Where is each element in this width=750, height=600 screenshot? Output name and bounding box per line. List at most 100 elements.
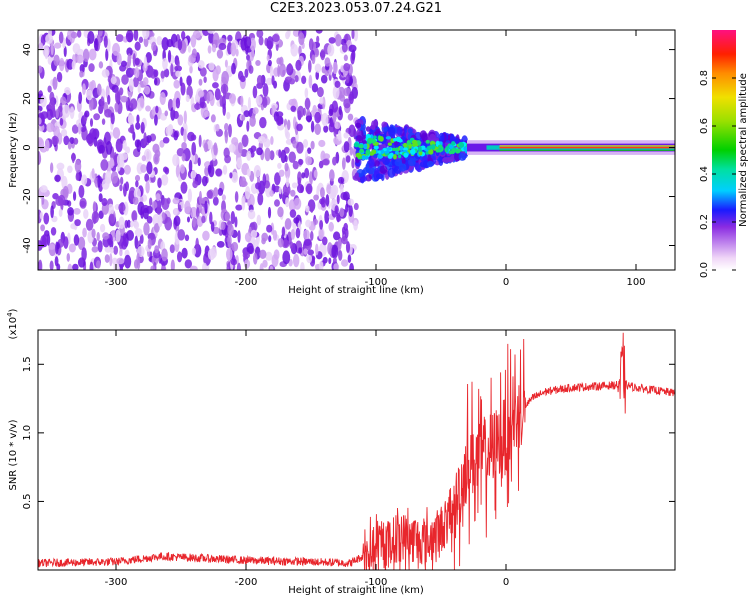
noise-blob (250, 229, 258, 239)
noise-blob (278, 169, 285, 177)
noise-blob (46, 108, 54, 121)
noise-blob (73, 234, 80, 246)
spectrogram-x-tick-label: -100 (365, 277, 388, 288)
signal-blob (355, 122, 362, 129)
signal-blob (454, 138, 460, 144)
noise-blob (82, 227, 87, 238)
signal-core-blob (365, 155, 369, 160)
noise-blob (58, 31, 64, 44)
noise-blob (88, 81, 94, 92)
noise-blob (242, 251, 251, 259)
noise-blob (172, 197, 180, 205)
noise-blob (63, 236, 69, 249)
noise-blob (45, 33, 54, 45)
noise-blob (342, 191, 350, 201)
noise-blob (159, 139, 165, 148)
noise-blob (60, 128, 68, 137)
noise-blob (348, 44, 357, 53)
noise-blob (88, 48, 97, 61)
noise-blob (119, 64, 127, 72)
noise-blob (304, 87, 309, 99)
noise-blob (120, 95, 128, 103)
noise-blob (316, 35, 320, 43)
noise-blob (251, 221, 258, 232)
noise-blob (341, 157, 346, 170)
noise-blob (325, 194, 330, 207)
noise-blob (236, 262, 242, 270)
noise-blob (156, 205, 162, 216)
noise-blob (282, 183, 291, 196)
noise-blob (319, 96, 324, 105)
noise-blob (136, 139, 142, 153)
noise-blob (143, 207, 149, 220)
noise-blob (62, 104, 71, 118)
noise-blob (38, 259, 43, 270)
noise-blob (38, 151, 41, 165)
noise-blob (209, 211, 213, 225)
noise-blob (207, 248, 216, 261)
signal-blob (381, 121, 388, 128)
noise-blob (180, 126, 185, 136)
noise-blob (176, 59, 180, 68)
noise-blob (298, 45, 302, 56)
signal-core-blob (403, 142, 408, 148)
noise-blob (258, 36, 264, 46)
noise-blob (125, 30, 134, 43)
noise-blob (315, 70, 320, 81)
signal-core-blob (355, 152, 362, 158)
noise-blob (262, 173, 267, 187)
signal-blob (378, 144, 384, 151)
noise-blob (216, 241, 225, 248)
noise-blob (136, 253, 140, 266)
noise-blob (77, 236, 86, 251)
noise-blob (89, 118, 94, 127)
noise-blob (230, 258, 237, 266)
noise-blob (107, 94, 111, 105)
noise-blob (332, 156, 337, 166)
noise-blob (82, 83, 86, 95)
noise-blob (243, 110, 250, 118)
noise-blob (104, 171, 113, 185)
noise-blob (298, 247, 303, 254)
noise-blob (148, 197, 153, 206)
noise-blob (224, 59, 228, 68)
noise-blob (337, 238, 342, 251)
noise-blob (123, 164, 131, 175)
noise-blob (345, 155, 351, 163)
noise-blob (100, 159, 109, 171)
noise-blob (201, 206, 206, 218)
noise-blob (292, 253, 300, 268)
noise-blob (49, 162, 54, 174)
noise-blob (289, 241, 294, 249)
noise-blob (348, 124, 356, 138)
noise-blob (261, 237, 266, 245)
noise-blob (188, 159, 193, 174)
noise-blob (285, 131, 291, 140)
colorbar-tick-label: 0.2 (699, 214, 710, 230)
noise-blob (140, 164, 147, 173)
noise-blob (99, 223, 106, 233)
noise-blob (339, 207, 345, 218)
spectrogram-x-tick-label: -200 (235, 277, 258, 288)
noise-blob (104, 254, 110, 263)
noise-blob (237, 142, 243, 154)
signal-core-blob (393, 137, 398, 142)
signal-blob (368, 158, 375, 169)
noise-blob (207, 30, 216, 34)
noise-blob (259, 249, 267, 259)
noise-blob (332, 85, 340, 99)
signal-core-blob (435, 140, 440, 147)
noise-blob (98, 30, 103, 37)
noise-blob (69, 106, 75, 119)
noise-blob (96, 231, 100, 242)
noise-blob (328, 108, 334, 117)
noise-blob (302, 139, 309, 148)
noise-blob (322, 153, 331, 160)
noise-blob (221, 194, 226, 201)
noise-blob (157, 214, 163, 228)
noise-blob (122, 233, 127, 247)
noise-blob (162, 57, 168, 70)
noise-blob (285, 197, 290, 208)
noise-blob (241, 196, 246, 211)
noise-blob (343, 141, 350, 153)
